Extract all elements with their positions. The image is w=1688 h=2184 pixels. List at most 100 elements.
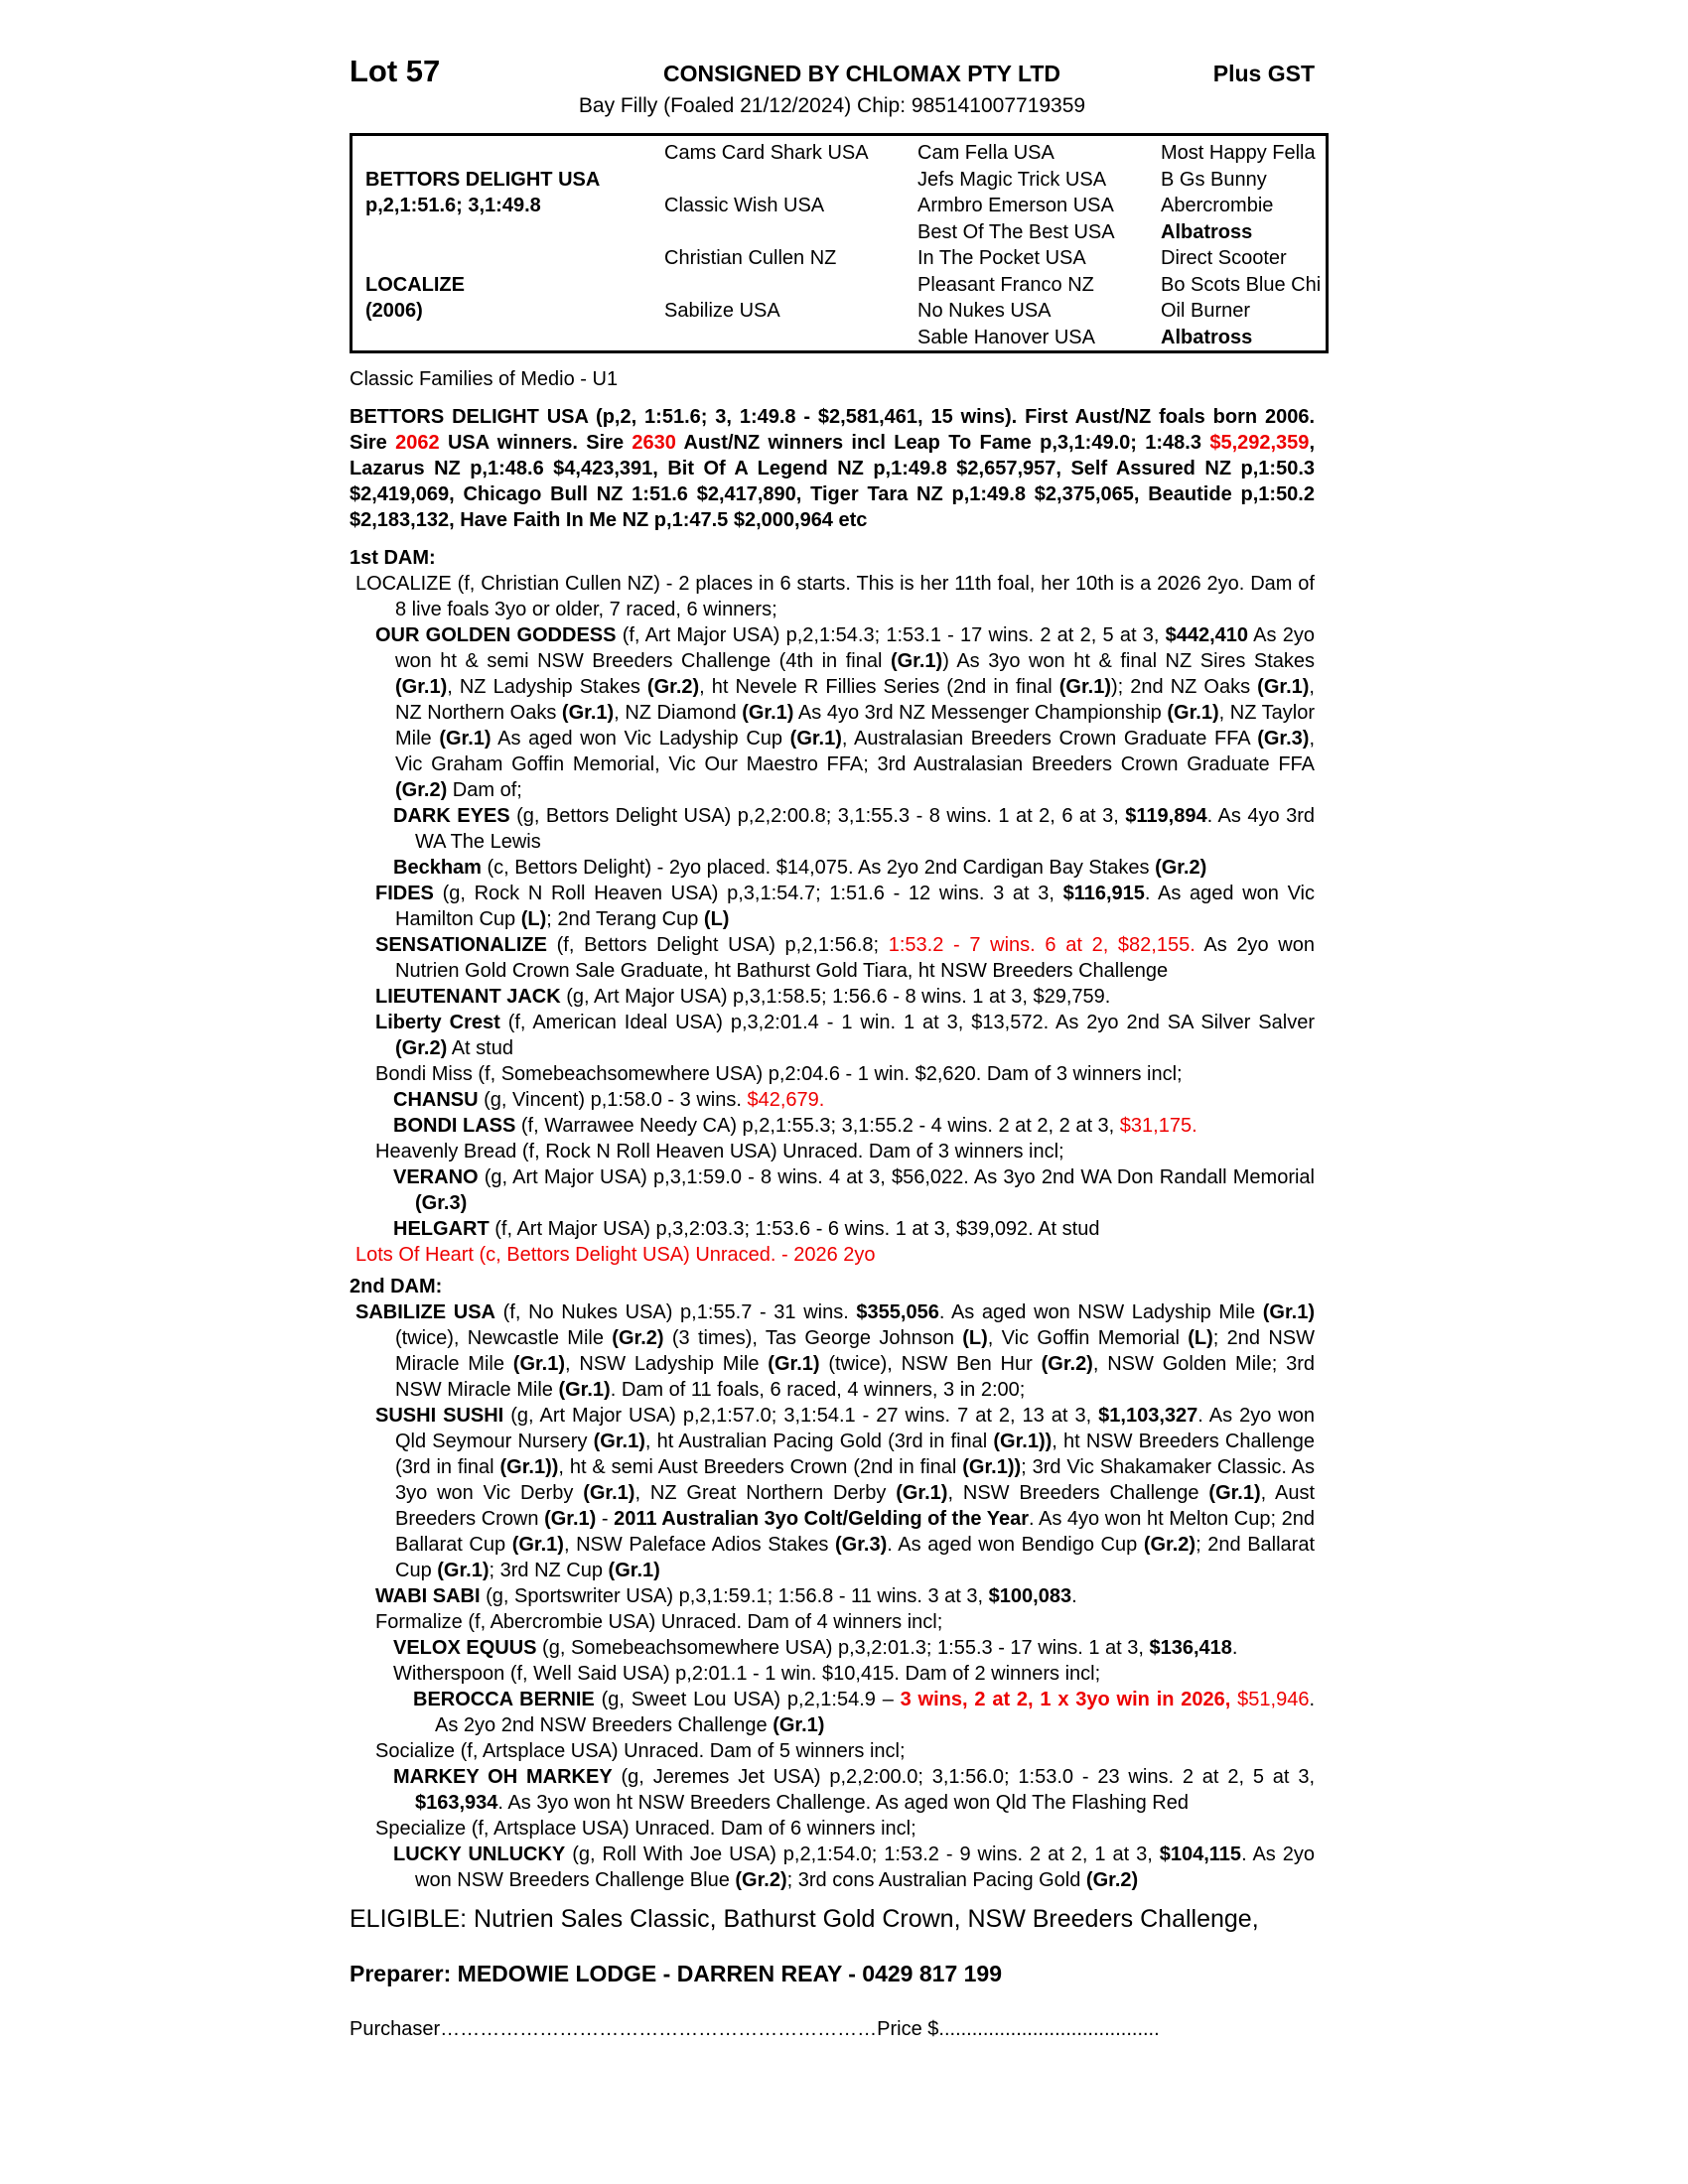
gen3-cell: Pleasant Franco NZ: [917, 273, 1094, 296]
text-segment: (Gr.1)): [499, 1456, 559, 1478]
text-segment: (g, Art Major USA) p,2,1:57.0; 3,1:54.1 …: [503, 1405, 1099, 1427]
gen2-cell: Classic Wish USA: [664, 195, 825, 216]
gen4-cell: Abercrombie: [1161, 195, 1274, 216]
text-segment: (Gr.1): [395, 676, 448, 698]
consignor-title: CONSIGNED BY CHLOMAX PTY LTD: [663, 61, 1060, 86]
entry-chansu: CHANSU (g, Vincent) p,1:58.0 - 3 wins. $…: [350, 1087, 1315, 1113]
text-segment: (f, Art Major USA) p,3,2:03.3; 1:53.6 - …: [489, 1218, 1100, 1240]
text-segment: (f, Warrawee Needy CA) p,2,1:55.3; 3,1:5…: [515, 1115, 1120, 1137]
entry-socialize: Socialize (f, Artsplace USA) Unraced. Da…: [350, 1738, 1315, 1764]
entry-heavenly-bread: Heavenly Bread (f, Rock N Roll Heaven US…: [350, 1139, 1315, 1164]
text-segment: BEROCCA BERNIE: [413, 1689, 595, 1710]
gen4-cell: Most Happy Fella: [1161, 142, 1316, 164]
first-dam-heading: 1st DAM:: [350, 547, 436, 569]
text-segment: MARKEY OH MARKEY: [393, 1766, 613, 1788]
text-segment: 3 wins, 2 at 2, 1 x 3yo win in 2026,: [900, 1689, 1238, 1710]
text-segment: . As 2yo won Qld Seymour Nursery: [395, 1405, 1316, 1452]
text-segment: (L): [520, 908, 547, 930]
text-segment: Formalize (f, Abercrombie USA) Unraced. …: [375, 1611, 943, 1633]
text-segment: (Gr.2): [735, 1869, 787, 1891]
text-segment: (Gr.3): [415, 1192, 468, 1214]
text-segment: (Gr.1): [439, 728, 492, 750]
text-segment: . Dam of 11 foals, 6 raced, 4 winners, 3…: [610, 1379, 1026, 1401]
text-segment: VELOX EQUUS: [393, 1637, 537, 1659]
text-segment: . As 2yo 2nd NSW Breeders Challenge: [435, 1689, 1316, 1736]
text-segment: Beckham: [393, 857, 482, 879]
gen2-cell: Cams Card Shark USA: [664, 142, 869, 164]
entry-sushi-sushi: SUSHI SUSHI (g, Art Major USA) p,2,1:57.…: [350, 1403, 1315, 1583]
text-segment: As 2yo won Nutrien Gold Crown Sale Gradu…: [395, 934, 1315, 982]
entry-liberty-crest: Liberty Crest (f, American Ideal USA) p,…: [350, 1010, 1315, 1061]
gen4-cell: Bo Scots Blue Chi: [1161, 273, 1322, 296]
sire-name: BETTORS DELIGHT USA: [365, 168, 601, 191]
entry-formalize: Formalize (f, Abercrombie USA) Unraced. …: [350, 1609, 1315, 1635]
text-segment: (Gr.1): [558, 1379, 611, 1401]
entry-lieutenant-jack: LIEUTENANT JACK (g, Art Major USA) p,3,1…: [350, 984, 1315, 1010]
text-segment: HELGART: [393, 1218, 490, 1240]
text-segment: $5,292,359: [1209, 432, 1310, 454]
text-segment: ; 3rd Vic Shakamaker Classic. As 3yo won…: [395, 1456, 1316, 1504]
text-segment: , NSW Paleface Adios Stakes: [563, 1534, 835, 1556]
entry-our-golden-goddess: OUR GOLDEN GODDESS (f, Art Major USA) p,…: [350, 622, 1315, 803]
text-segment: SUSHI SUSHI: [375, 1405, 504, 1427]
gen2-cell: Christian Cullen NZ: [664, 247, 837, 269]
text-segment: (L): [962, 1327, 988, 1349]
eligibility-line: ELIGIBLE: Nutrien Sales Classic, Bathurs…: [350, 1905, 1259, 1933]
text-segment: (Gr.1): [561, 702, 615, 724]
text-segment: Dam of;: [447, 779, 522, 801]
text-segment: 2011 Australian 3yo Colt/Gelding of the …: [614, 1508, 1030, 1530]
gen3-cell: Armbro Emerson USA: [917, 195, 1114, 216]
text-segment: (twice), NSW Ben Hur: [819, 1353, 1042, 1375]
gst-note: Plus GST: [1212, 61, 1315, 86]
foal-details: Bay Filly (Foaled 21/12/2024) Chip: 9851…: [578, 94, 1086, 117]
text-segment: LUCKY UNLUCKY: [393, 1843, 566, 1865]
text-segment: (Gr.2): [395, 779, 448, 801]
text-segment: $100,083: [988, 1585, 1072, 1607]
text-segment: (Gr.1): [768, 1353, 820, 1375]
text-segment: Liberty Crest: [375, 1012, 500, 1033]
entry-fides: FIDES (g, Rock N Roll Heaven USA) p,3,1:…: [350, 881, 1315, 932]
text-segment: , Vic Goffin Memorial: [987, 1327, 1189, 1349]
text-segment: , NZ Taylor Mile: [395, 702, 1315, 750]
entry-verano: VERANO (g, Art Major USA) p,3,1:59.0 - 8…: [350, 1164, 1315, 1216]
text-segment: ; 2nd Ballarat Cup: [395, 1534, 1316, 1581]
page-header: Lot 57 CONSIGNED BY CHLOMAX PTY LTD Plus…: [350, 0, 1315, 89]
text-segment: (L): [1188, 1327, 1213, 1349]
text-segment: . As aged won NSW Ladyship Mile: [938, 1301, 1263, 1323]
text-segment: ; 3rd cons Australian Pacing Gold: [786, 1869, 1086, 1891]
text-segment: (g, Roll With Joe USA) p,2,1:54.0; 1:53.…: [565, 1843, 1160, 1865]
text-segment: 2630: [632, 432, 676, 454]
text-segment: OUR GOLDEN GODDESS: [375, 624, 617, 646]
text-segment: Specialize (f, Artsplace USA) Unraced. D…: [375, 1818, 916, 1840]
text-segment: (Gr.1): [437, 1560, 490, 1581]
text-segment: LOCALIZE (f, Christian Cullen NZ) - 2 pl…: [355, 573, 1315, 620]
text-segment: (g, Vincent) p,1:58.0 - 3 wins.: [478, 1089, 748, 1111]
sire-summary: BETTORS DELIGHT USA (p,2, 1:51.6; 3, 1:4…: [350, 404, 1315, 533]
catalog-page: Lot 57 CONSIGNED BY CHLOMAX PTY LTD Plus…: [350, 0, 1329, 2042]
text-segment: (g, Art Major USA) p,3,1:58.5; 1:56.6 - …: [560, 986, 1111, 1008]
text-segment: (Gr.1): [1167, 702, 1219, 724]
text-segment: Aust/NZ winners incl Leap To Fame p,3,1:…: [675, 432, 1210, 454]
text-segment: , NZ Northern Oaks: [395, 676, 1315, 724]
text-segment: DARK EYES: [393, 805, 510, 827]
text-segment: , NSW Ladyship Mile: [565, 1353, 769, 1375]
text-segment: , ht Australian Pacing Gold (3rd in fina…: [644, 1431, 994, 1452]
text-segment: Lots Of Heart (c, Bettors Delight USA) U…: [355, 1244, 876, 1266]
text-segment: (Gr.1): [511, 1534, 564, 1556]
text-segment: (Gr.1): [1262, 1301, 1315, 1323]
entry-bondi-miss: Bondi Miss (f, Somebeachsomewhere USA) p…: [350, 1061, 1315, 1087]
text-segment: (g, Art Major USA) p,3,1:59.0 - 8 wins. …: [478, 1166, 1315, 1188]
gen3-cell: No Nukes USA: [917, 300, 1052, 322]
text-segment: (g, Bettors Delight USA) p,2,2:00.8; 3,1…: [509, 805, 1126, 827]
text-segment: ) As 3yo won ht & final NZ Sires Stakes: [942, 650, 1316, 672]
entry-lots-of-heart: Lots Of Heart (c, Bettors Delight USA) U…: [350, 1242, 1315, 1268]
text-segment: BETTORS DELIGHT USA (p,2, 1:51.6; 3, 1:4…: [350, 406, 1315, 454]
gen3-cell: Sable Hanover USA: [917, 326, 1095, 348]
entry-berocca-bernie: BEROCCA BERNIE (g, Sweet Lou USA) p,2,1:…: [350, 1687, 1315, 1738]
text-segment: , ht Nevele R Fillies Series (2nd in fin…: [699, 676, 1059, 698]
text-segment: (Gr.1)): [993, 1431, 1053, 1452]
text-segment: . As 2yo won NSW Breeders Challenge Blue: [415, 1843, 1316, 1891]
gen2-cell: Sabilize USA: [664, 300, 780, 322]
text-segment: (g, Rock N Roll Heaven USA) p,3,1:54.7; …: [433, 883, 1063, 904]
text-segment: , Australasian Breeders Crown Graduate F…: [841, 728, 1258, 750]
